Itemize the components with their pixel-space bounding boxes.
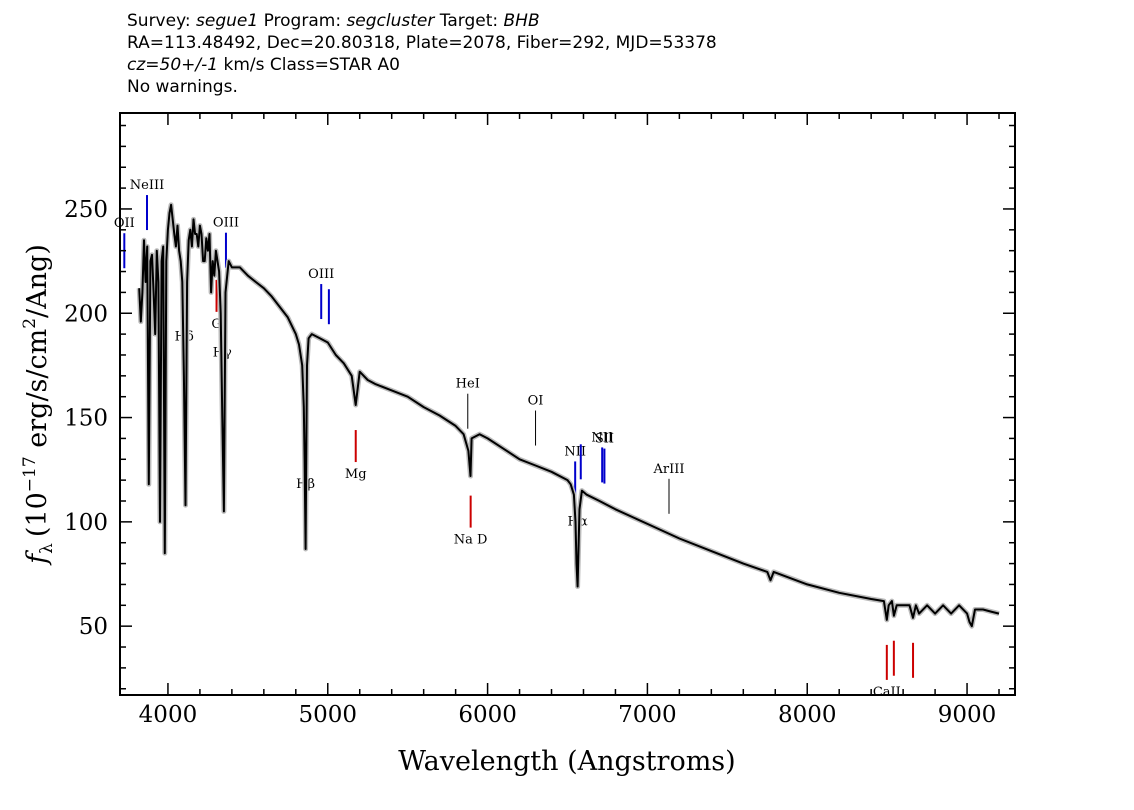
x-tick-label: 7000	[618, 702, 677, 728]
y-axis-label-subscript: λ	[37, 543, 57, 554]
line-label-21: CaII	[873, 685, 901, 700]
line-label-20: Na D	[454, 533, 488, 548]
x-tick-label: 6000	[458, 702, 517, 728]
plot-frame	[119, 112, 1016, 696]
header-line-redshift: cz=50+/-1 km/s Class=STAR A0	[127, 54, 1107, 76]
line-label-14: SII	[595, 432, 614, 447]
y-axis-label-symbol: f	[22, 550, 53, 566]
spectrum-plot	[136, 202, 1000, 629]
line-label-10: NII	[564, 444, 586, 459]
line-label-18: G	[211, 317, 221, 332]
header-line-coordinates: RA=113.48492, Dec=20.80318, Plate=2078, …	[127, 33, 717, 53]
spectrum-header: Survey: segue1 Program: segcluster Targe…	[127, 10, 1107, 98]
y-axis-label-pre: (10	[22, 492, 53, 537]
line-label-13: NII	[591, 430, 613, 445]
survey-label: Survey:	[127, 11, 197, 31]
header-line-warnings: No warnings.	[127, 77, 238, 97]
line-label-4: OIII	[213, 216, 239, 231]
target-value: BHB	[503, 11, 540, 31]
y-tick-label: 100	[64, 510, 108, 536]
spectrum-error-band	[136, 202, 1000, 629]
line-label-9: OI	[528, 394, 544, 409]
target-label: Target:	[434, 11, 504, 31]
y-tick-label: 200	[64, 301, 108, 327]
cz-value: cz=50+/-1	[127, 55, 219, 75]
y-axis-label-post: /Ang)	[22, 244, 53, 318]
x-tick-label: 5000	[298, 702, 357, 728]
line-label-6: OIII	[308, 267, 334, 282]
line-label-1: NeIII	[130, 178, 164, 193]
y-axis-label-exponent: −17	[20, 456, 40, 492]
y-axis-label-exponent-2: 2	[20, 318, 40, 329]
spectral-line-markers: OIINeIIIHδHγOIIIHβOIIIHeIOINIIHαNIISIIAr…	[114, 178, 915, 700]
axis-ticks	[120, 113, 1015, 695]
spectrum-flux-line	[138, 203, 1000, 628]
survey-value: segue1	[196, 11, 259, 31]
y-tick-label: 250	[64, 197, 108, 223]
line-label-0: OII	[114, 216, 135, 231]
x-tick-label: 4000	[139, 702, 198, 728]
y-axis-label: fλ (10−17 erg/s/cm2/Ang)	[20, 244, 57, 566]
program-label: Program:	[258, 11, 347, 31]
axis-tick-labels: 4000 5000 6000 7000 8000 9000 50 100 150 200 250	[64, 197, 996, 728]
class-text: km/s Class=STAR A0	[218, 55, 400, 75]
x-axis-label: Wavelength (Angstroms)	[398, 746, 735, 777]
y-tick-label: 150	[64, 406, 108, 432]
header-line-survey: Survey: segue1 Program: segcluster Targe…	[127, 10, 1107, 32]
line-label-8: HeI	[456, 377, 480, 392]
x-tick-label: 9000	[938, 702, 997, 728]
line-label-15: ArIII	[652, 462, 684, 477]
y-tick-label: 50	[79, 614, 108, 640]
program-value: segcluster	[346, 11, 435, 31]
line-label-19: Mg	[345, 467, 367, 482]
y-axis-label-middle: erg/s/cm	[22, 329, 53, 457]
x-tick-label: 8000	[778, 702, 837, 728]
